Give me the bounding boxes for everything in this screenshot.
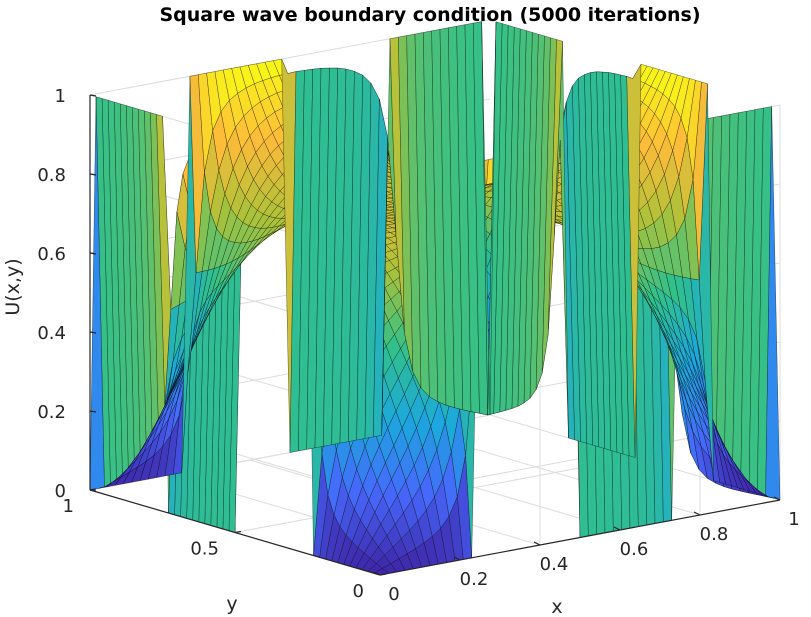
y-tick-label: 0.5 — [190, 539, 219, 560]
z-tick-mark — [89, 173, 97, 176]
x-tick-mark — [453, 556, 461, 561]
y-tick-mark — [234, 530, 242, 534]
z-tick-label: 0.6 — [37, 244, 66, 265]
x-axis-label: x — [551, 596, 562, 617]
z-tick-label: 1 — [55, 86, 66, 107]
y-tick-mark — [379, 573, 387, 576]
z-tick-label: 0.4 — [37, 323, 66, 344]
z-tick-mark — [89, 489, 97, 492]
z-tick-label: 0 — [55, 481, 66, 502]
x-tick-mark — [533, 541, 541, 546]
x-tick-label: 0.2 — [460, 569, 489, 590]
z-tick-label: 0.2 — [37, 402, 66, 423]
z-tick-mark — [89, 252, 97, 255]
surface — [89, 21, 781, 576]
x-tick-mark — [693, 511, 701, 516]
x-tick-label: 1 — [788, 509, 799, 530]
x-tick-label: 0.8 — [700, 524, 729, 545]
z-tick-mark — [89, 331, 97, 334]
surface-patch — [481, 21, 497, 416]
z-tick-mark — [89, 94, 97, 97]
z-tick-label: 0.8 — [37, 165, 66, 186]
x-tick-label: 0.4 — [540, 554, 569, 575]
x-tick-mark — [773, 496, 781, 501]
x-axis-line — [379, 499, 781, 576]
plot-title: Square wave boundary condition (5000 ite… — [159, 4, 700, 26]
x-tick-mark — [373, 571, 381, 576]
y-tick-label: 0 — [353, 581, 364, 602]
x-tick-label: 0 — [388, 584, 399, 605]
x-tick-label: 0.6 — [620, 539, 649, 560]
y-axis-label: y — [226, 593, 237, 615]
z-tick-mark — [89, 410, 97, 413]
y-tick-label: 1 — [63, 496, 74, 517]
z-axis-label: U(x,y) — [2, 258, 24, 315]
x-tick-mark — [613, 526, 621, 531]
